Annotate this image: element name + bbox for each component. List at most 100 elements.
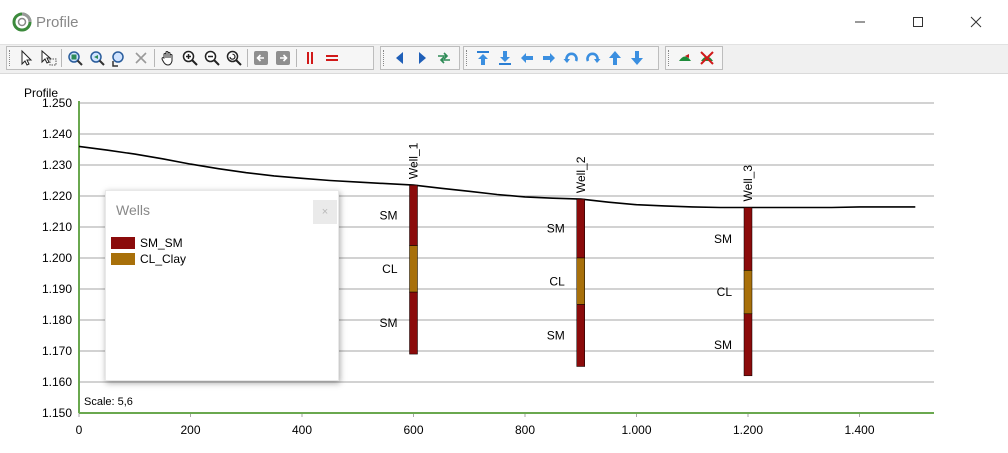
remove-well-button[interactable] <box>696 47 718 69</box>
arrow-right-button[interactable] <box>411 47 433 69</box>
vertical-lines-button[interactable] <box>299 47 321 69</box>
y-tick-label: 1.250 <box>42 96 72 110</box>
legend-close-button[interactable]: × <box>313 200 337 224</box>
layer-label: SM <box>380 208 398 222</box>
well-layer-cl[interactable] <box>409 245 418 293</box>
move-left-button[interactable] <box>516 47 538 69</box>
select-multi-button[interactable] <box>37 47 59 69</box>
rotate-left-icon <box>563 52 578 63</box>
zoom-in-button[interactable] <box>179 47 201 69</box>
layer-label: SM <box>380 316 398 330</box>
layer-label: CL <box>717 285 733 299</box>
minimize-button[interactable] <box>832 0 888 44</box>
well-layer-cl[interactable] <box>743 270 753 315</box>
toolbar-group-wells <box>665 46 723 70</box>
layer-label: SM <box>547 222 565 236</box>
move-right-button[interactable] <box>538 47 560 69</box>
y-tick-label: 1.190 <box>42 282 72 296</box>
zoom-refresh-button[interactable] <box>223 47 245 69</box>
back-button[interactable] <box>250 47 272 69</box>
well-layer-cl[interactable] <box>576 257 585 305</box>
well-layer-sm[interactable] <box>743 207 753 271</box>
zoom-previous-button[interactable] <box>86 47 108 69</box>
delete-button[interactable] <box>130 47 152 69</box>
toolbar-grip[interactable] <box>383 50 386 66</box>
rotate-left-button[interactable] <box>560 47 582 69</box>
arrow-left-button[interactable] <box>389 47 411 69</box>
rotate-right-button[interactable] <box>582 47 604 69</box>
toolbar-grip[interactable] <box>466 50 469 66</box>
y-tick-label: 1.160 <box>42 375 72 389</box>
legend-item-cl: CL_Clay <box>111 251 187 266</box>
toolbar-grip[interactable] <box>9 50 12 66</box>
toolbar-group-move <box>463 46 659 70</box>
zoom-select-button[interactable] <box>108 47 130 69</box>
move-down-button[interactable] <box>626 47 648 69</box>
legend-label: CL_Clay <box>140 251 187 266</box>
well-name-label: Well_1 <box>407 142 421 179</box>
toolbar <box>0 44 1008 74</box>
y-tick-label: 1.200 <box>42 251 72 265</box>
x-tick-label: 1.400 <box>844 423 874 437</box>
well-layer-sm[interactable] <box>743 313 753 377</box>
forward-button[interactable] <box>272 47 294 69</box>
legend-title: Wells <box>116 202 150 218</box>
window-title: Profile <box>36 14 79 31</box>
horizontal-lines-icon <box>326 55 338 61</box>
title-bar: Profile <box>0 0 1008 44</box>
x-tick-label: 800 <box>515 423 535 437</box>
close-button[interactable] <box>948 0 1004 44</box>
move-left-icon <box>521 53 533 63</box>
move-bottom-icon <box>499 51 511 65</box>
move-right-icon <box>543 53 555 63</box>
toolbar-group-tools <box>6 46 374 70</box>
zoom-out-button[interactable] <box>201 47 223 69</box>
arrow-right-icon <box>419 52 426 64</box>
toolbar-separator <box>296 49 297 67</box>
back-icon <box>254 51 268 65</box>
zoom-in-icon <box>182 50 198 66</box>
pan-hand-button[interactable] <box>157 47 179 69</box>
toolbar-grip[interactable] <box>668 50 671 66</box>
move-up-icon <box>609 51 621 65</box>
add-well-button[interactable] <box>674 47 696 69</box>
delete-icon <box>135 52 147 64</box>
forward-icon <box>276 51 290 65</box>
close-icon: × <box>321 206 329 218</box>
well-name-label: Well_3 <box>741 165 755 202</box>
layer-label: SM <box>714 338 732 352</box>
toolbar-separator <box>247 49 248 67</box>
move-top-button[interactable] <box>472 47 494 69</box>
zoom-extent-button[interactable] <box>64 47 86 69</box>
move-up-button[interactable] <box>604 47 626 69</box>
toolbar-group-navigate <box>380 46 460 70</box>
select-arrow-button[interactable] <box>15 47 37 69</box>
x-tick-label: 600 <box>403 423 423 437</box>
legend-swatch <box>111 236 135 249</box>
legend-item-sm: SM_SM <box>111 236 183 250</box>
well-layer-sm[interactable] <box>409 184 418 246</box>
toolbar-separator <box>61 49 62 67</box>
move-bottom-button[interactable] <box>494 47 516 69</box>
layer-label: CL <box>549 274 565 288</box>
y-tick-label: 1.170 <box>42 344 72 358</box>
wells-legend-panel[interactable]: Wells × SM_SM CL_Clay <box>105 190 339 381</box>
zoom-select-icon <box>112 51 124 67</box>
y-tick-label: 1.220 <box>42 189 72 203</box>
horizontal-lines-button[interactable] <box>321 47 343 69</box>
maximize-button[interactable] <box>890 0 946 44</box>
pan-hand-icon <box>161 51 173 66</box>
move-down-icon <box>631 51 643 65</box>
swap-button[interactable] <box>433 47 455 69</box>
y-tick-label: 1.180 <box>42 313 72 327</box>
y-tick-label: 1.230 <box>42 158 72 172</box>
well-layer-sm[interactable] <box>409 291 418 355</box>
zoom-refresh-icon <box>226 50 242 66</box>
ground-profile-line[interactable] <box>78 145 916 209</box>
select-arrow-icon <box>21 49 33 66</box>
x-tick-label: 400 <box>292 423 312 437</box>
add-well-icon <box>679 54 691 61</box>
well-layer-sm[interactable] <box>576 198 585 259</box>
well-layer-sm[interactable] <box>576 304 585 367</box>
rotate-right-icon <box>586 52 601 63</box>
